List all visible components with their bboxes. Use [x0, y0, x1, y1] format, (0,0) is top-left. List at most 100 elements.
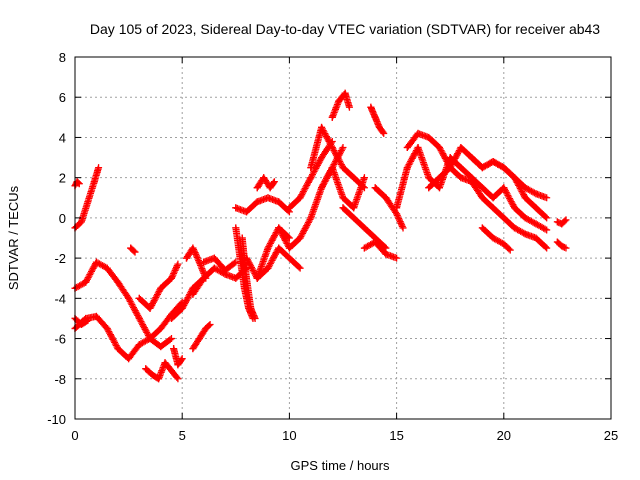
y-tick-label: 0	[59, 211, 66, 226]
data-point	[146, 304, 154, 312]
data-point	[243, 208, 251, 216]
data-point	[435, 144, 443, 151]
data-point	[532, 234, 540, 242]
x-tick-label: 5	[179, 428, 186, 443]
data-point	[264, 194, 272, 202]
data-point	[266, 184, 274, 192]
data-point	[543, 226, 551, 234]
data-point	[210, 264, 218, 272]
series-arc-36	[553, 238, 570, 252]
series-arc-4	[71, 312, 175, 363]
data-point	[446, 154, 454, 162]
data-point	[350, 174, 358, 182]
data-point	[345, 103, 353, 111]
data-point	[521, 230, 529, 238]
series-arc-3	[71, 258, 186, 343]
series-arc-16	[238, 234, 259, 322]
data-point	[253, 274, 261, 282]
data-point	[232, 274, 240, 282]
data-point	[318, 123, 326, 131]
data-point	[328, 144, 336, 151]
data-point	[178, 355, 186, 363]
series-arc-17	[232, 194, 293, 216]
data-point	[270, 178, 278, 186]
data-point	[553, 238, 561, 246]
data-point	[341, 89, 349, 97]
data-point	[435, 174, 443, 182]
data-point	[75, 180, 83, 188]
data-point	[103, 264, 111, 272]
data-point	[167, 367, 175, 375]
data-point	[125, 294, 133, 302]
data-point	[92, 258, 100, 266]
data-point	[478, 194, 486, 202]
data-point	[468, 178, 476, 186]
data-point	[275, 198, 283, 206]
data-point	[382, 250, 390, 258]
data-point	[532, 220, 540, 228]
data-point	[367, 103, 375, 111]
data-point	[318, 154, 326, 162]
data-point	[558, 220, 566, 228]
data-point	[131, 248, 139, 256]
y-tick-label: -6	[54, 332, 66, 347]
x-tick-label: 20	[497, 428, 511, 443]
data-point	[562, 244, 570, 252]
data-point	[393, 204, 401, 212]
data-point	[285, 234, 293, 242]
x-tick-label: 15	[389, 428, 403, 443]
data-point	[178, 304, 186, 312]
data-point	[500, 184, 508, 192]
data-point	[500, 240, 508, 248]
data-point	[189, 345, 197, 353]
series-arc-34	[478, 224, 514, 254]
y-tick-label: 2	[59, 171, 66, 186]
data-point	[77, 218, 85, 226]
data-point	[511, 204, 519, 212]
data-point	[200, 258, 208, 266]
data-point	[339, 164, 347, 172]
data-point	[174, 260, 182, 268]
data-point	[532, 204, 540, 212]
data-point	[414, 144, 422, 151]
series-arc-25	[328, 89, 353, 121]
series-arc-6	[127, 244, 139, 256]
data-point	[77, 320, 85, 328]
grid-layer	[75, 57, 611, 419]
data-point	[521, 194, 529, 202]
data-point	[511, 174, 519, 182]
data-point	[135, 314, 143, 322]
data-point	[350, 214, 358, 222]
data-point	[182, 254, 190, 262]
data-point	[114, 345, 122, 353]
data-point	[414, 129, 422, 137]
data-point	[521, 184, 529, 192]
data-point	[511, 224, 519, 232]
data-point	[532, 190, 540, 198]
data-point	[558, 242, 566, 250]
data-point	[253, 198, 261, 206]
y-tick-label: -4	[54, 291, 66, 306]
data-point	[380, 129, 388, 137]
data-point	[195, 335, 203, 343]
data-point	[253, 184, 261, 192]
data-point	[328, 113, 336, 121]
data-point	[146, 335, 154, 343]
data-point	[489, 234, 497, 242]
data-point	[328, 164, 336, 172]
data-point	[161, 359, 169, 367]
data-point	[232, 224, 240, 232]
data-point	[318, 184, 326, 192]
data-point	[360, 174, 368, 182]
data-point	[264, 244, 272, 252]
data-point	[478, 224, 486, 232]
series-arc-33	[468, 154, 551, 202]
data-point	[243, 254, 251, 262]
data-point	[167, 335, 175, 343]
data-point	[553, 218, 561, 226]
data-point	[200, 274, 208, 282]
data-point	[167, 314, 175, 322]
data-point	[500, 164, 508, 172]
data-point	[307, 164, 315, 172]
marks-layer	[71, 89, 570, 383]
